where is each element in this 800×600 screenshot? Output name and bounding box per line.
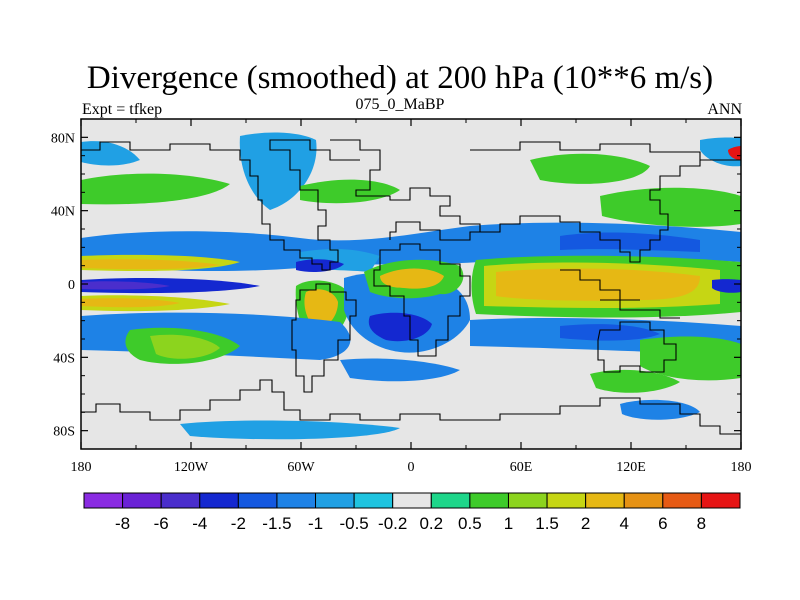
colorbar: -8 -6 -4 -2 -1.5 -1 -0.5 -0.2 0.2 0.5 1 1.5 2 4 6 8 xyxy=(83,492,741,533)
coastline-asia xyxy=(470,141,741,263)
colorbar-swatch xyxy=(700,492,741,509)
field-region xyxy=(530,153,650,184)
colorbar-label: 2 xyxy=(581,514,590,533)
colorbar-swatch xyxy=(199,492,239,509)
field-region xyxy=(380,268,444,289)
field-region xyxy=(700,137,741,167)
coastline-greenland-europe xyxy=(330,139,481,241)
field-region xyxy=(304,289,338,329)
season-label: ANN xyxy=(707,101,742,118)
lon-tick-label: 180 xyxy=(71,460,92,475)
field-region xyxy=(728,146,741,160)
colorbar-swatch xyxy=(430,492,471,509)
colorbar-label: 1 xyxy=(504,514,513,533)
colorbar-swatch xyxy=(469,492,509,509)
chart-title: Divergence (smoothed) at 200 hPa (10**6 … xyxy=(86,60,714,96)
colorbar-swatch xyxy=(160,492,201,509)
colorbar-swatch xyxy=(353,492,394,509)
lat-tick-label: 80S xyxy=(53,425,75,440)
field-region xyxy=(340,358,460,382)
lon-tick-label: 60W xyxy=(287,460,315,475)
colorbar-label: -1 xyxy=(308,514,323,533)
lon-tick-label: 120E xyxy=(616,460,646,475)
colorbar-label: 4 xyxy=(620,514,629,533)
coastline-north-america xyxy=(81,139,360,271)
coastline-south-america xyxy=(291,283,357,393)
field-region xyxy=(590,369,680,393)
colorbar-swatch xyxy=(546,492,587,509)
colorbar-label: -6 xyxy=(154,514,169,533)
field-region xyxy=(239,132,317,210)
lon-tick-label: 120W xyxy=(174,460,209,475)
field-region xyxy=(81,141,140,166)
field-region xyxy=(300,179,400,204)
lat-tick-label: 80N xyxy=(51,131,75,146)
field-region xyxy=(81,259,220,270)
field-region xyxy=(81,281,170,290)
colorbar-swatch xyxy=(585,492,625,509)
field-region xyxy=(368,312,432,342)
colorbar-label: -1.5 xyxy=(262,514,291,533)
coastline-maritime xyxy=(560,269,680,319)
field-region xyxy=(81,173,230,205)
longitude-axis: 180 120W 60W 0 60E 120E 180 xyxy=(71,119,752,475)
colorbar-swatch xyxy=(83,492,124,509)
colorbar-label: -0.5 xyxy=(339,514,368,533)
experiment-label: Expt = tfkep xyxy=(82,101,163,118)
lat-tick-label: 40S xyxy=(53,351,75,366)
field-region xyxy=(640,336,741,381)
colorbar-label: -8 xyxy=(115,514,130,533)
field-region xyxy=(560,232,700,252)
field-region xyxy=(150,334,220,359)
coastline-antarctica xyxy=(81,379,741,435)
colorbar-label: 1.5 xyxy=(535,514,559,533)
lon-tick-label: 0 xyxy=(408,460,415,475)
lat-tick-label: 40N xyxy=(51,205,75,220)
colorbar-swatch xyxy=(122,492,162,509)
divergence-field xyxy=(81,132,741,440)
field-region xyxy=(180,420,400,440)
period-label: 075_0_MaBP xyxy=(355,96,445,113)
colorbar-swatch xyxy=(315,492,355,509)
field-region xyxy=(81,298,180,308)
colorbar-swatch xyxy=(623,492,664,509)
colorbar-label: 6 xyxy=(658,514,667,533)
colorbar-swatch xyxy=(507,492,548,509)
colorbar-swatch xyxy=(276,492,317,509)
coastline-africa xyxy=(373,243,471,357)
colorbar-label: -0.2 xyxy=(378,514,407,533)
lat-tick-label: 0 xyxy=(68,278,75,293)
colorbar-label: 0.5 xyxy=(458,514,482,533)
colorbar-label: 0.2 xyxy=(419,514,443,533)
field-region xyxy=(496,268,700,301)
field-region xyxy=(560,324,660,341)
field-region xyxy=(712,279,741,293)
latitude-axis: 80N 40N 0 40S 80S xyxy=(51,131,741,440)
coastline-australia xyxy=(597,321,677,373)
colorbar-label: -2 xyxy=(231,514,246,533)
field-region xyxy=(600,187,741,227)
coastlines xyxy=(81,139,741,435)
colorbar-label: 8 xyxy=(697,514,706,533)
colorbar-swatch xyxy=(237,492,278,509)
colorbar-swatch xyxy=(392,492,432,509)
colorbar-label: -4 xyxy=(192,514,207,533)
lon-tick-label: 180 xyxy=(731,460,752,475)
colorbar-swatch xyxy=(662,492,702,509)
lon-tick-label: 60E xyxy=(510,460,533,475)
